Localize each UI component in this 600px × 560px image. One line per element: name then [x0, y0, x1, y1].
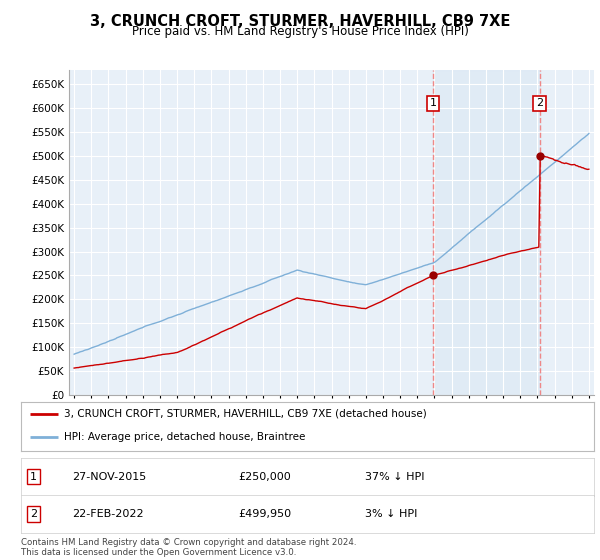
Bar [433, 70, 539, 395]
Text: 22-FEB-2022: 22-FEB-2022 [73, 509, 144, 519]
Text: 1: 1 [430, 99, 436, 109]
Text: HPI: Average price, detached house, Braintree: HPI: Average price, detached house, Brai… [64, 432, 305, 442]
Text: Price paid vs. HM Land Registry's House Price Index (HPI): Price paid vs. HM Land Registry's House … [131, 25, 469, 38]
Text: 3% ↓ HPI: 3% ↓ HPI [365, 509, 417, 519]
Text: 3, CRUNCH CROFT, STURMER, HAVERHILL, CB9 7XE (detached house): 3, CRUNCH CROFT, STURMER, HAVERHILL, CB9… [64, 409, 427, 419]
Text: 3, CRUNCH CROFT, STURMER, HAVERHILL, CB9 7XE: 3, CRUNCH CROFT, STURMER, HAVERHILL, CB9… [90, 14, 510, 29]
Text: Contains HM Land Registry data © Crown copyright and database right 2024.
This d: Contains HM Land Registry data © Crown c… [21, 538, 356, 557]
Text: 37% ↓ HPI: 37% ↓ HPI [365, 472, 424, 482]
Text: £250,000: £250,000 [239, 472, 292, 482]
Text: 27-NOV-2015: 27-NOV-2015 [73, 472, 147, 482]
Text: 2: 2 [30, 509, 37, 519]
Text: £499,950: £499,950 [239, 509, 292, 519]
Text: 2: 2 [536, 99, 543, 109]
Text: 1: 1 [30, 472, 37, 482]
